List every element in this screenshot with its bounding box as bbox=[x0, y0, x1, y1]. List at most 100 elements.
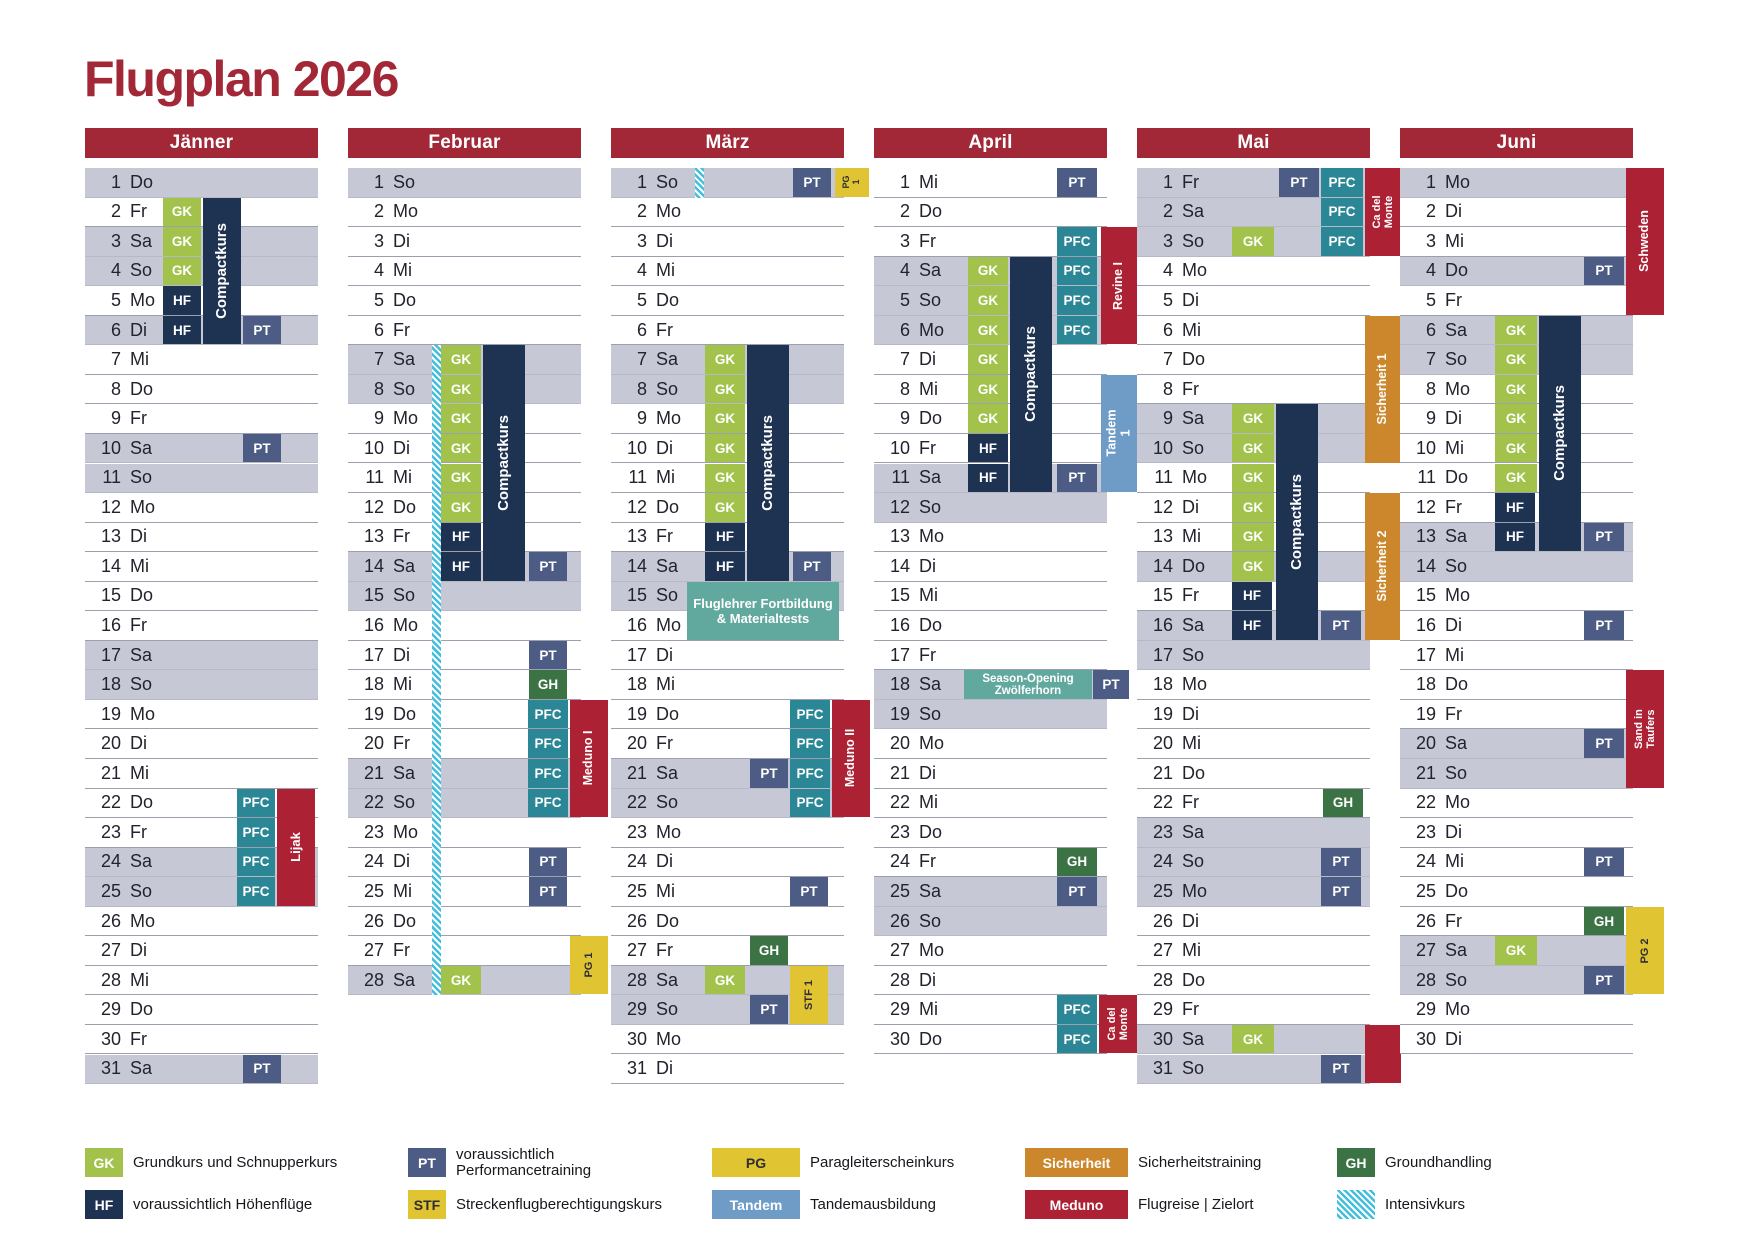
day-number: 3 bbox=[636, 230, 647, 251]
band-label-line: Compactkurs bbox=[758, 415, 776, 511]
course-badge-gh: GH bbox=[750, 936, 788, 965]
month-header: Juni bbox=[1400, 128, 1633, 158]
day-number: 16 bbox=[626, 615, 647, 636]
day-number: 29 bbox=[1415, 999, 1436, 1020]
day-weekday: Do bbox=[919, 821, 943, 842]
day-row: 28 Do bbox=[1137, 965, 1370, 996]
band-label-line: Sicherheit 1 bbox=[1375, 353, 1390, 425]
day-weekday: Di bbox=[919, 555, 936, 576]
day-number: 23 bbox=[363, 821, 384, 842]
course-badge-gk: GK bbox=[705, 374, 745, 404]
day-number: 30 bbox=[889, 1028, 910, 1049]
day-number: 26 bbox=[363, 910, 384, 931]
day-weekday: Do bbox=[656, 496, 680, 517]
day-weekday: Do bbox=[393, 496, 417, 517]
day-number: 13 bbox=[363, 526, 384, 547]
month-header: März bbox=[611, 128, 844, 158]
day-weekday: Di bbox=[130, 319, 147, 340]
day-weekday: Di bbox=[656, 437, 673, 458]
band-label-line: Schweden bbox=[1637, 210, 1652, 273]
day-row: 26 Mo bbox=[85, 906, 318, 937]
day-weekday: Mo bbox=[393, 615, 419, 636]
day-weekday: Mi bbox=[656, 880, 675, 901]
course-badge-pt: PT bbox=[243, 1054, 281, 1084]
band-label-line: Lijak bbox=[287, 832, 303, 862]
day-number: 24 bbox=[626, 851, 647, 872]
course-badge-pfc: PFC bbox=[528, 759, 568, 788]
day-number: 20 bbox=[889, 733, 910, 754]
day-weekday: Di bbox=[1445, 201, 1462, 222]
day-weekday: Sa bbox=[130, 230, 153, 251]
day-number: 2 bbox=[373, 201, 384, 222]
day-weekday: So bbox=[919, 289, 942, 310]
day-weekday: Do bbox=[130, 999, 154, 1020]
day-weekday: Sa bbox=[393, 969, 416, 990]
day-row: 15 So bbox=[348, 581, 581, 612]
course-band-unlabeled bbox=[1365, 1024, 1401, 1084]
day-weekday: Sa bbox=[1182, 201, 1205, 222]
day-row: 3 Di bbox=[348, 227, 581, 257]
day-weekday: Di bbox=[1182, 910, 1199, 931]
day-row: 26 So bbox=[874, 906, 1107, 937]
day-number: 19 bbox=[100, 703, 121, 724]
day-number: 28 bbox=[626, 969, 647, 990]
course-badge-pt: PT bbox=[1093, 670, 1129, 699]
legend-label: Sicherheitstraining bbox=[1138, 1148, 1261, 1177]
legend-badge-gk: GK bbox=[85, 1148, 123, 1177]
day-number: 1 bbox=[1162, 171, 1173, 192]
day-weekday: So bbox=[1445, 555, 1468, 576]
course-badge-pfc: PFC bbox=[1057, 256, 1097, 286]
day-row: 5 Do bbox=[611, 286, 844, 316]
legend-label-line: Tandemausbildung bbox=[810, 1195, 936, 1213]
day-number: 6 bbox=[1425, 319, 1436, 340]
day-number: 30 bbox=[100, 1028, 121, 1049]
day-row: 4 Mi bbox=[348, 256, 581, 287]
course-badge-pt: PT bbox=[1584, 256, 1624, 286]
day-number: 7 bbox=[110, 349, 121, 370]
day-number: 11 bbox=[1154, 467, 1173, 488]
day-weekday: Mi bbox=[1445, 644, 1464, 665]
legend-hatch-swatch bbox=[1337, 1190, 1375, 1219]
day-weekday: Di bbox=[130, 940, 147, 961]
legend-label: Flugreise | Zielort bbox=[1138, 1190, 1254, 1219]
day-row: 18 Mi bbox=[611, 670, 844, 700]
day-weekday: Di bbox=[1445, 615, 1462, 636]
course-band-compactkurs: Compactkurs bbox=[483, 345, 525, 581]
day-number: 8 bbox=[1162, 378, 1173, 399]
day-weekday: Mo bbox=[130, 289, 156, 310]
course-band-meduno-ii: Meduno II bbox=[832, 699, 870, 818]
day-row: 14 Di bbox=[874, 552, 1107, 582]
day-number: 14 bbox=[100, 555, 121, 576]
day-row: 14 Mi bbox=[85, 552, 318, 582]
day-number: 31 bbox=[100, 1058, 121, 1079]
month-rows: 1 Mo 2 Di 3 Mi 4 Do 5 Fr 6 Sa 7 So 8 Mo 9 Di 10 Mi 11 Do 12 Fr 1… bbox=[1400, 168, 1664, 1055]
day-row: 27 Mi bbox=[1137, 936, 1370, 966]
course-badge-gk: GK bbox=[968, 256, 1008, 286]
day-weekday: Mo bbox=[1445, 999, 1471, 1020]
day-weekday: Sa bbox=[130, 851, 153, 872]
day-number: 25 bbox=[100, 880, 121, 901]
day-row: 30 Fr bbox=[85, 1024, 318, 1055]
day-row: 30 Mo bbox=[611, 1024, 844, 1055]
day-row: 1 Mo bbox=[1400, 168, 1633, 198]
day-number: 17 bbox=[363, 644, 384, 665]
band-label-line: Ca del bbox=[1105, 1007, 1118, 1041]
course-badge-pfc: PFC bbox=[528, 729, 568, 758]
day-weekday: Sa bbox=[393, 555, 416, 576]
day-weekday: Di bbox=[656, 644, 673, 665]
course-badge-gk: GK bbox=[1495, 315, 1537, 345]
band-label-line: STF 1 bbox=[802, 979, 815, 1010]
day-number: 22 bbox=[1152, 792, 1173, 813]
day-number: 10 bbox=[626, 437, 647, 458]
day-weekday: Di bbox=[1182, 703, 1199, 724]
course-badge-pfc: PFC bbox=[237, 818, 275, 847]
day-weekday: Sa bbox=[919, 880, 942, 901]
day-row: 31 Sa bbox=[85, 1054, 318, 1085]
day-number: 11 bbox=[891, 467, 910, 488]
day-row: 17 Di bbox=[611, 640, 844, 671]
course-band-compactkurs: Compactkurs bbox=[1539, 315, 1581, 552]
day-row: 16 Do bbox=[874, 611, 1107, 641]
course-band-lijak: Lijak bbox=[277, 788, 315, 906]
day-weekday: Sa bbox=[656, 762, 679, 783]
day-weekday: Sa bbox=[130, 437, 153, 458]
